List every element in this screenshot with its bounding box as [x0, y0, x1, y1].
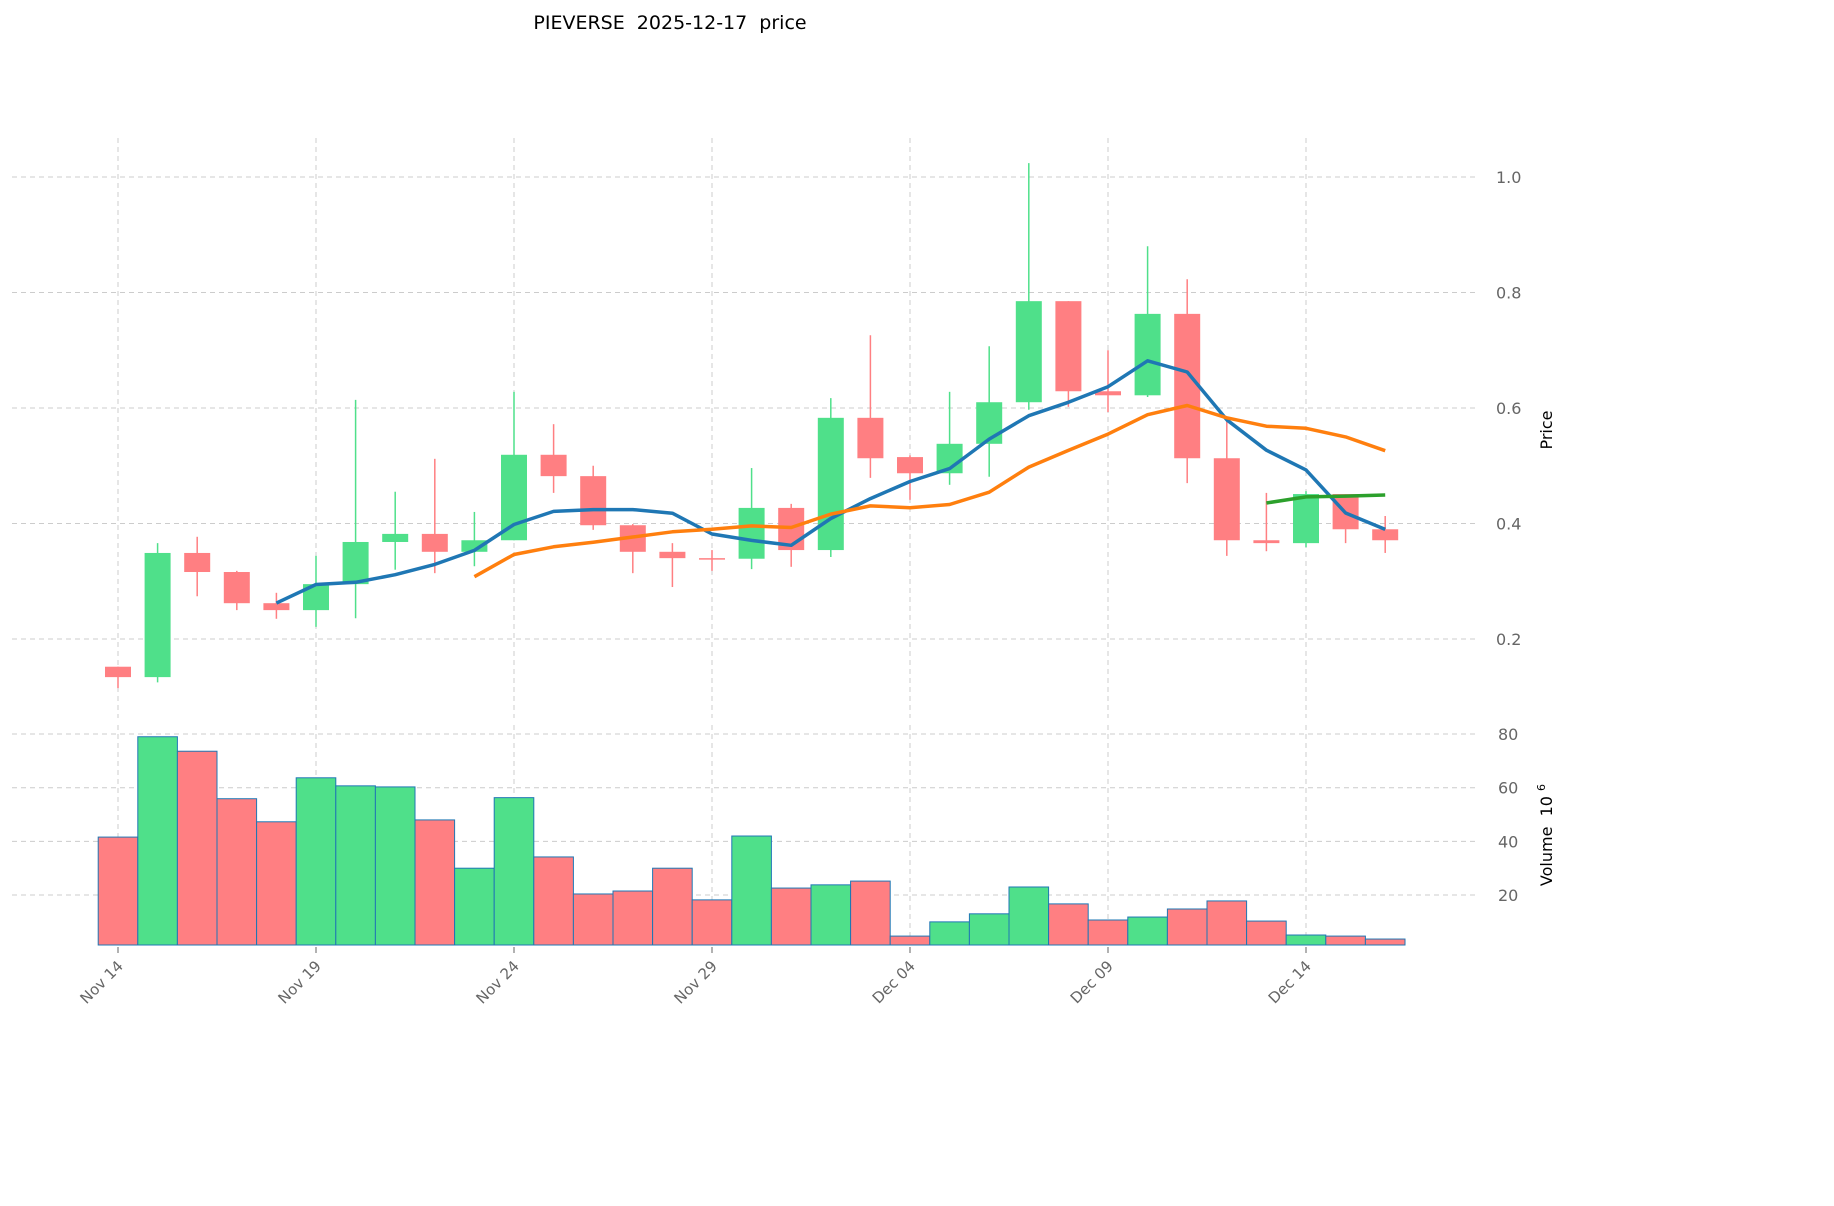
candle-body: [699, 558, 725, 560]
x-tick-label: Dec 09: [1067, 957, 1117, 1007]
candle-body: [1372, 529, 1399, 541]
volume-bar: [1364, 938, 1406, 946]
volume-exponent: 6: [1535, 784, 1548, 791]
volume-bar: [533, 856, 574, 946]
price-tick-label: 0.4: [1496, 515, 1521, 534]
x-tick-label: Dec 04: [869, 957, 919, 1007]
volume-bar: [810, 884, 852, 946]
volume-bar: [1246, 920, 1287, 946]
candle-body: [738, 507, 765, 559]
price-tick-label: 0.8: [1496, 284, 1521, 303]
volume-tick-label: 40: [1498, 832, 1518, 851]
candle-body: [421, 533, 448, 552]
candle-body: [580, 476, 607, 526]
candle-body: [263, 603, 290, 611]
candle-body: [1095, 391, 1121, 396]
volume-bar: [1206, 900, 1248, 946]
volume-bar: [335, 785, 376, 946]
volume-bar: [572, 893, 614, 946]
volume-bar: [97, 836, 139, 946]
volume-bar: [691, 899, 733, 946]
ma30-line: [1266, 493, 1386, 505]
volume-bar: [1285, 934, 1327, 946]
volume-axis-label: Volume 10 6: [1535, 784, 1556, 886]
candle-body: [659, 551, 686, 559]
volume-bars: [97, 736, 1406, 946]
volume-bar: [612, 890, 654, 946]
volume-bar: [1127, 916, 1168, 946]
volume-bar: [889, 935, 931, 946]
ma10-line: [473, 403, 1386, 579]
candle-body: [342, 541, 369, 585]
volume-bar: [374, 786, 416, 946]
volume-bar: [1087, 919, 1129, 946]
volume-bar: [770, 887, 812, 946]
volume-bar: [731, 835, 772, 946]
moving-average-lines: [275, 359, 1386, 605]
volume-bar: [1048, 903, 1089, 946]
volume-bar: [1166, 908, 1208, 946]
volume-bar: [652, 867, 693, 946]
candle-body: [817, 417, 844, 551]
candle-body: [976, 402, 1003, 444]
candle-body: [105, 666, 131, 678]
volume-axis-label-text: Volume 10: [1537, 796, 1556, 886]
candle-body: [1293, 494, 1319, 544]
volume-bar: [968, 913, 1010, 946]
candle-body: [1174, 313, 1201, 459]
volume-bar: [295, 777, 337, 946]
volume-bar: [1325, 935, 1366, 946]
volume-bar: [1008, 886, 1050, 946]
volume-bar: [176, 750, 218, 946]
volume-tick-label: 20: [1498, 886, 1518, 905]
price-tick-label: 0.6: [1496, 399, 1521, 418]
candle-body: [1015, 301, 1042, 403]
candle-body: [857, 417, 884, 459]
volume-bar: [850, 880, 891, 946]
volume-bar: [454, 867, 495, 946]
x-tick-label: Nov 14: [77, 957, 127, 1007]
volume-bar: [137, 736, 178, 946]
candle-body: [382, 533, 409, 542]
volume-tick-label: 60: [1498, 779, 1518, 798]
price-tick-label: 0.2: [1496, 630, 1521, 649]
price-candles: [105, 163, 1399, 689]
x-tick-label: Dec 14: [1265, 957, 1315, 1007]
x-tick-label: Nov 29: [671, 957, 721, 1007]
volume-bar: [929, 921, 970, 946]
candle-body: [184, 552, 211, 573]
price-tick-label: 1.0: [1496, 168, 1521, 187]
candle-body: [1134, 313, 1161, 396]
price-axis-label: Price: [1537, 410, 1556, 449]
volume-bar: [256, 821, 297, 946]
candle-body: [1055, 301, 1082, 392]
volume-bar: [493, 797, 535, 946]
volume-bar: [414, 819, 456, 946]
chart-title: PIEVERSE 2025-12-17 price: [533, 12, 806, 34]
x-tick-label: Nov 24: [473, 957, 523, 1007]
candle-body: [461, 540, 488, 552]
volume-tick-label: 80: [1498, 725, 1518, 744]
candle-body: [540, 454, 567, 477]
x-tick-label: Nov 19: [275, 957, 325, 1007]
ma5-line: [275, 359, 1386, 605]
candle-body: [223, 572, 250, 604]
volume-bar: [216, 798, 258, 946]
candle-body: [897, 457, 923, 474]
candle-body: [1213, 458, 1240, 541]
candle-body: [501, 454, 527, 541]
candle-body: [1253, 540, 1280, 544]
candle-body: [144, 552, 171, 678]
